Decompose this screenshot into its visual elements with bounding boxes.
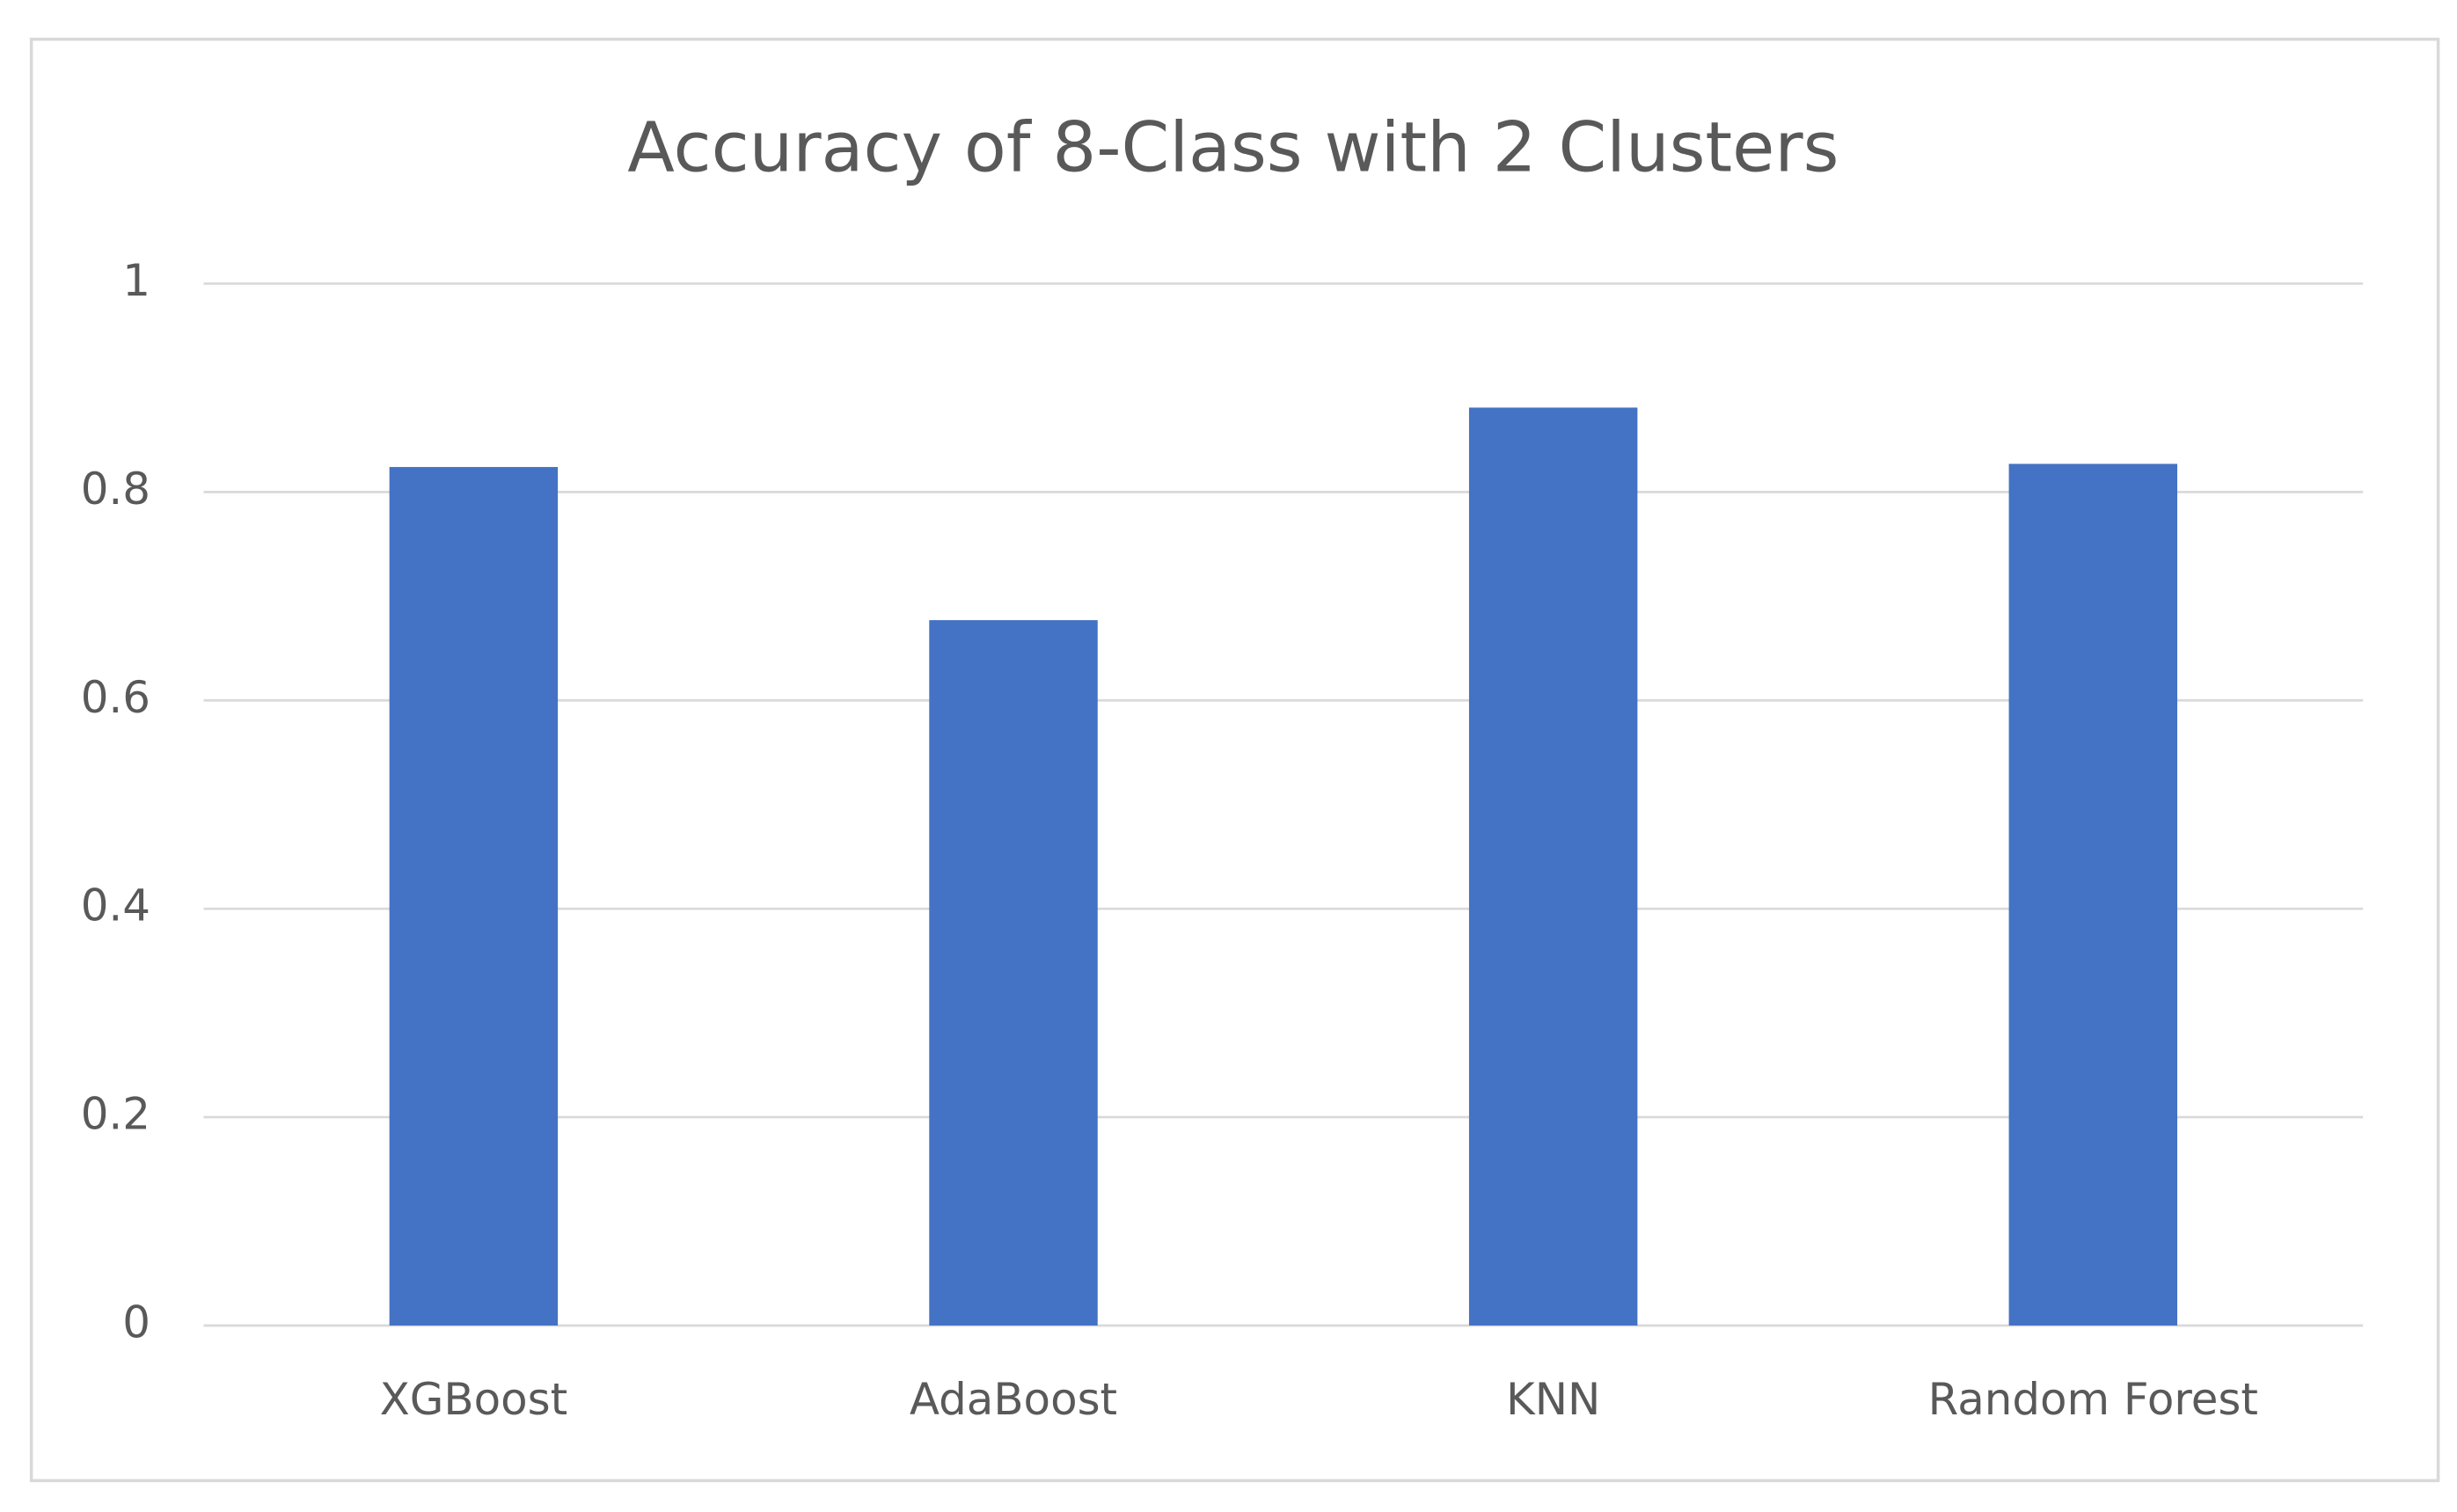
x-tick-label: KNN (1506, 1374, 1600, 1425)
y-tick-label: 0.6 (81, 672, 150, 723)
bar (2008, 464, 2178, 1326)
y-tick-label: 0 (122, 1297, 150, 1348)
bar (929, 620, 1098, 1326)
x-tick-label: AdaBoost (910, 1374, 1117, 1425)
y-tick-label: 0.4 (81, 880, 150, 931)
bar (1468, 407, 1638, 1326)
bar (389, 466, 559, 1326)
chart-title: Accuracy of 8-Class with 2 Clusters (627, 107, 1839, 187)
x-tick-label: Random Forest (1928, 1374, 2258, 1425)
y-tick-label: 1 (122, 255, 150, 306)
y-tick-label: 0.8 (81, 464, 150, 515)
x-tick-label: XGBoost (380, 1374, 568, 1425)
y-tick-label: 0.2 (81, 1089, 150, 1140)
